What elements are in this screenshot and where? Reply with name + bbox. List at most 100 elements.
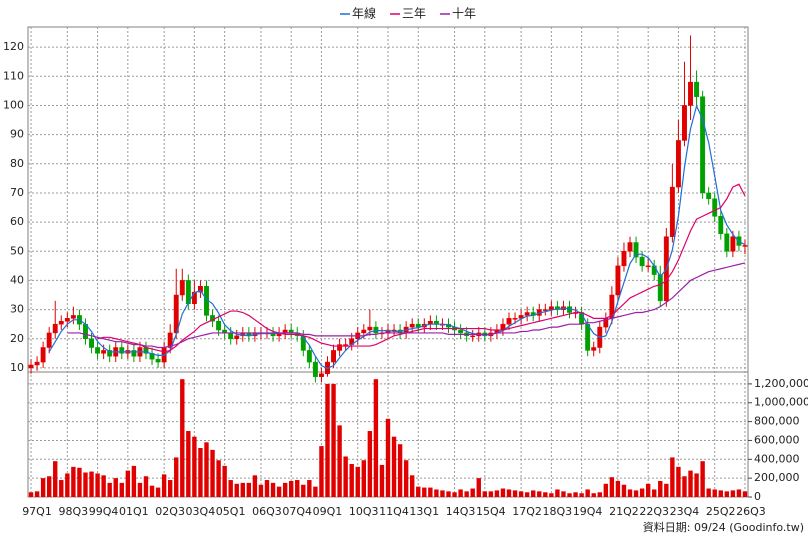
candle-body	[669, 186, 675, 237]
y2-tick-label: 1,200,000	[754, 377, 808, 390]
volume-bar	[258, 484, 264, 497]
volume-bar	[537, 491, 542, 497]
candle-body	[234, 335, 240, 340]
volume-bar	[482, 491, 488, 497]
volume-bar	[204, 442, 209, 497]
volume-bar	[361, 460, 366, 497]
x-tick-label: 07Q4	[282, 505, 312, 518]
volume-bar	[706, 488, 711, 497]
x-tick-label: 09Q1	[313, 505, 343, 518]
volume-bar	[470, 488, 475, 497]
volume-bar	[446, 491, 451, 497]
x-tick-label: 26Q3	[736, 505, 766, 518]
volume-bar	[264, 480, 270, 497]
candle-body	[216, 321, 222, 331]
volume-bar	[143, 476, 149, 497]
volume-bar	[180, 379, 185, 497]
y-tick-label: 120	[3, 40, 24, 53]
volume-bar	[313, 486, 318, 497]
volume-bar	[198, 447, 203, 497]
candle-body	[64, 318, 70, 322]
volume-bar	[627, 489, 633, 497]
y-tick-label: 20	[10, 332, 24, 345]
volume-bar	[174, 457, 179, 497]
volume-bar	[645, 483, 651, 497]
volume-bar	[452, 492, 457, 497]
volume-bar	[319, 446, 324, 497]
volume-bar	[718, 490, 723, 497]
volume-bar	[192, 436, 197, 497]
x-tick-label: 15Q4	[476, 505, 506, 518]
candle-body	[712, 198, 718, 217]
candle-body	[585, 323, 591, 351]
volume-bar	[155, 487, 161, 497]
candle-body	[724, 233, 730, 252]
y2-tick-label: 1,000,000	[754, 396, 808, 409]
volume-bar	[518, 491, 524, 497]
x-tick-label: 97Q1	[22, 505, 52, 518]
volume-bar	[83, 472, 88, 497]
volume-bar	[295, 480, 300, 497]
x-tick-label: 01Q1	[119, 505, 149, 518]
volume-bar	[355, 466, 360, 497]
candle-body	[70, 315, 76, 319]
volume-bar	[246, 482, 252, 497]
volume-bar	[579, 493, 584, 497]
volume-bar	[343, 456, 348, 497]
volume-bar	[186, 431, 191, 497]
candle-body	[688, 81, 693, 106]
volume-bar	[567, 493, 572, 497]
x-tick-label: 18Q3	[543, 505, 573, 518]
volume-bar	[633, 490, 639, 497]
candle-body	[28, 364, 34, 369]
candle-body	[306, 350, 312, 363]
candle-body	[337, 344, 343, 351]
candle-body	[627, 242, 633, 252]
volume-bar	[458, 489, 463, 497]
volume-bar	[573, 492, 578, 497]
volume-bar	[101, 475, 106, 497]
volume-bar	[603, 483, 609, 497]
candle-body	[367, 326, 373, 331]
candle-body	[657, 274, 663, 302]
volume-bar	[506, 489, 512, 497]
candle-body	[675, 140, 681, 188]
volume-bar	[167, 480, 173, 497]
volume-bar	[658, 480, 663, 497]
candle-body	[155, 358, 161, 363]
volume-bar	[561, 491, 566, 497]
volume-bar	[688, 470, 693, 497]
x-tick-label: 13Q1	[409, 505, 439, 518]
candle-body	[682, 105, 687, 141]
volume-bar	[107, 482, 112, 497]
candle-body	[458, 329, 464, 334]
volume-bar	[639, 488, 645, 497]
volume-bar	[331, 383, 336, 497]
volume-bar	[337, 425, 342, 497]
legend-label: 三年	[402, 7, 426, 21]
x-tick-label: 99Q4	[89, 505, 119, 518]
y2-tick-label: 0	[754, 490, 761, 503]
volume-bar	[349, 464, 354, 497]
volume-bar	[410, 475, 415, 497]
candle-body	[542, 309, 548, 311]
volume-bar	[531, 490, 536, 497]
volume-bar	[682, 476, 687, 497]
candle-body	[101, 350, 107, 354]
volume-bar	[28, 492, 34, 497]
volume-bar	[210, 449, 215, 497]
ma-line	[97, 183, 746, 353]
volume-bar	[422, 487, 427, 497]
candle-body	[95, 347, 101, 354]
candle-body	[312, 361, 318, 377]
volume-bar	[65, 473, 70, 497]
volume-bar	[234, 483, 239, 497]
candle-body	[107, 350, 113, 357]
y-tick-label: 50	[10, 244, 24, 257]
x-tick-label: 98Q3	[58, 505, 88, 518]
volume-bar	[53, 461, 58, 497]
volume-bar	[113, 478, 118, 497]
volume-bar	[379, 464, 385, 497]
candle-body	[470, 335, 476, 338]
